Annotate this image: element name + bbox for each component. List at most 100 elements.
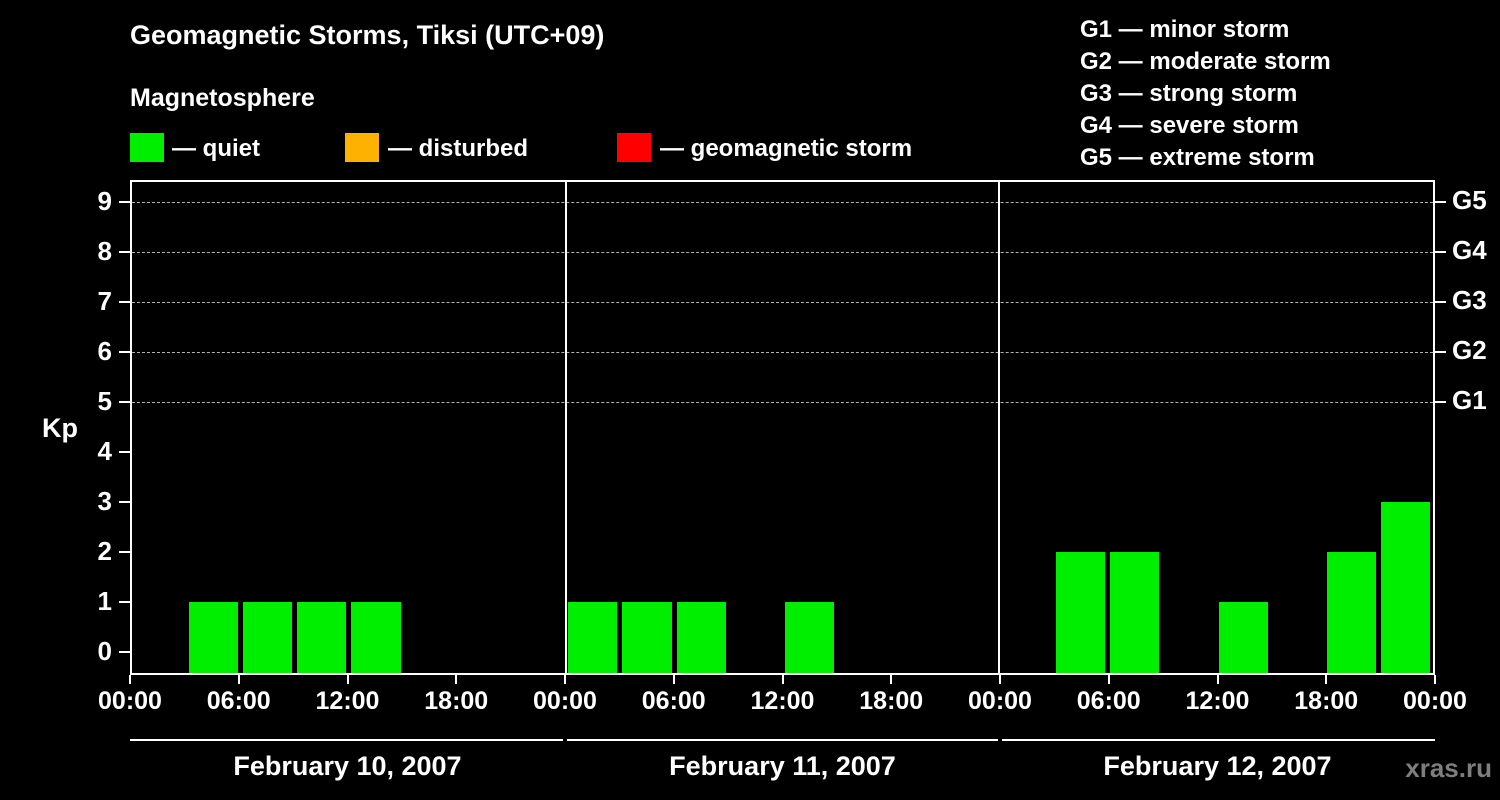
x-tick: [129, 675, 131, 684]
storm-scale-legend: G1 — minor storm G2 — moderate storm G3 …: [1080, 14, 1331, 174]
x-tick-label: 18:00: [424, 687, 489, 715]
x-tick: [999, 675, 1001, 684]
date-label-day1: February 10, 2007: [233, 751, 462, 781]
kp-bar-day3-interval3: [1110, 552, 1160, 673]
x-tick: [781, 675, 784, 684]
right-tick-G2: [1435, 351, 1446, 353]
kp-bar-day1-interval5: [351, 602, 401, 673]
x-tick-label: 12:00: [1185, 687, 1250, 715]
right-tick-G5: [1435, 201, 1446, 203]
x-tick-label: 18:00: [859, 687, 924, 715]
kp-bar-day3-interval8: [1381, 502, 1431, 673]
right-tick-G1: [1435, 401, 1446, 403]
gridline-kp-6: [132, 352, 1433, 353]
date-underline-day3: [1002, 739, 1435, 741]
kp-bar-day3-interval2: [1056, 552, 1106, 673]
y-tick-label-3: 3: [97, 486, 112, 516]
x-tick: [346, 675, 349, 684]
storm-scale-g5: G5 — extreme storm: [1080, 144, 1315, 171]
kp-bar-day3-interval5: [1218, 602, 1268, 673]
storm-scale-g2: G2 — moderate storm: [1080, 48, 1331, 75]
legend-swatch-storm: [617, 133, 651, 162]
x-tick-label: 12:00: [315, 687, 380, 715]
x-tick-label: 12:00: [750, 687, 815, 715]
x-tick: [1325, 675, 1328, 684]
y-tick-6: [119, 351, 130, 353]
x-tick-label: 06:00: [641, 687, 706, 715]
x-tick-label: 00:00: [533, 687, 597, 715]
legend-label-storm: — geomagnetic storm: [660, 135, 913, 162]
x-tick-label: 06:00: [1076, 687, 1141, 715]
y-tick-9: [119, 201, 130, 203]
x-tick: [564, 675, 566, 684]
right-axis-label-G3: G3: [1452, 285, 1487, 315]
x-tick: [455, 675, 458, 684]
x-tick: [1107, 675, 1110, 684]
storm-scale-g4: G4 — severe storm: [1080, 112, 1299, 139]
gridline-kp-9: [132, 202, 1433, 203]
x-tick: [1216, 675, 1219, 684]
x-tick: [1434, 675, 1436, 684]
x-tick: [890, 675, 893, 684]
y-tick-4: [119, 451, 130, 453]
right-axis-label-G1: G1: [1452, 385, 1487, 415]
chart-title: Geomagnetic Storms, Tiksi (UTC+09): [130, 20, 605, 50]
right-tick-G4: [1435, 251, 1446, 253]
x-tick-label: 06:00: [206, 687, 271, 715]
date-underline-day2: [567, 739, 998, 741]
right-axis-label-G5: G5: [1452, 185, 1487, 215]
kp-bar-day1-interval2: [188, 602, 238, 673]
x-tick-label: 00:00: [968, 687, 1032, 715]
kp-bar-day1-interval3: [242, 602, 293, 673]
watermark: xras.ru: [1405, 753, 1492, 783]
gridline-kp-5: [132, 402, 1433, 403]
gridline-kp-7: [132, 302, 1433, 303]
y-tick-7: [119, 301, 130, 303]
y-tick-0: [119, 651, 130, 653]
storm-scale-g1: G1 — minor storm: [1080, 16, 1290, 43]
y-tick-label-8: 8: [97, 236, 112, 266]
y-tick-2: [119, 551, 130, 553]
gridline-kp-8: [132, 252, 1433, 253]
y-tick-1: [119, 601, 130, 603]
x-tick-label: 00:00: [1403, 687, 1467, 715]
day-separator: [564, 182, 567, 673]
date-label-day2: February 11, 2007: [669, 751, 896, 781]
magnetosphere-label: Magnetosphere: [130, 84, 315, 112]
day-separator: [998, 182, 1001, 673]
y-axis-title: Kp: [42, 413, 78, 443]
y-tick-8: [119, 251, 130, 253]
y-tick-5: [119, 401, 130, 403]
x-tick: [237, 675, 240, 684]
storm-scale-g3: G3 — strong storm: [1080, 80, 1298, 107]
right-axis-label-G2: G2: [1452, 335, 1487, 365]
kp-bar-day2-interval2: [622, 602, 672, 673]
date-underline-day1: [130, 739, 563, 741]
x-tick-label: 00:00: [98, 687, 162, 715]
y-tick-label-6: 6: [97, 336, 112, 366]
kp-bar-day3-interval7: [1327, 552, 1377, 673]
y-tick-label-2: 2: [97, 536, 112, 566]
x-tick-label: 18:00: [1294, 687, 1359, 715]
x-tick: [672, 675, 675, 684]
date-label-day3: February 12, 2007: [1103, 751, 1332, 781]
y-tick-3: [119, 501, 130, 503]
y-tick-label-9: 9: [97, 186, 112, 216]
y-tick-label-7: 7: [97, 286, 112, 316]
right-axis-label-G4: G4: [1452, 235, 1487, 265]
kp-bar-day2-interval5: [785, 602, 835, 673]
kp-bar-day2-interval1: [568, 602, 618, 673]
y-tick-label-1: 1: [97, 586, 112, 616]
legend-swatch-quiet: [130, 133, 164, 162]
legend-label-quiet: — quiet: [172, 135, 260, 162]
kp-bar-day1-interval4: [297, 602, 347, 673]
y-tick-label-4: 4: [97, 436, 112, 466]
legend-swatch-disturbed: [345, 133, 379, 162]
legend-label-disturbed: — disturbed: [388, 135, 529, 162]
right-tick-G3: [1435, 301, 1446, 303]
kp-bar-day2-interval3: [676, 602, 726, 673]
y-tick-label-0: 0: [97, 636, 112, 666]
y-tick-label-5: 5: [97, 386, 112, 416]
plot-area: [130, 180, 1435, 675]
